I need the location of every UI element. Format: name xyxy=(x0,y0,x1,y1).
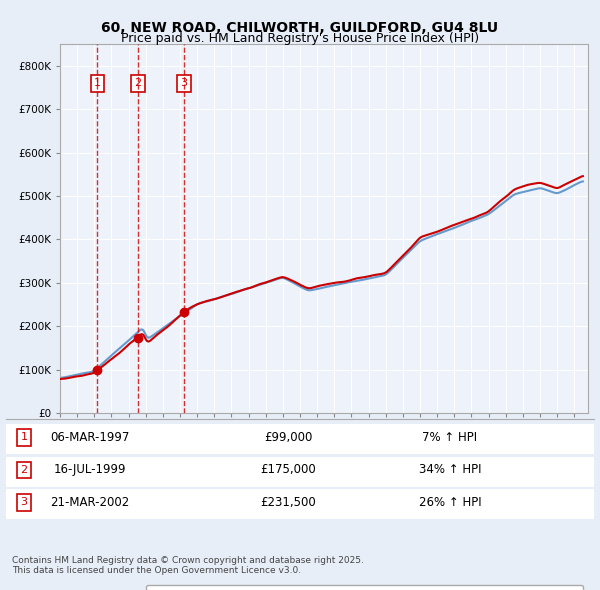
Text: 3: 3 xyxy=(180,78,187,88)
Text: 06-MAR-1997: 06-MAR-1997 xyxy=(50,431,130,444)
Text: £99,000: £99,000 xyxy=(264,431,312,444)
Text: 21-MAR-2002: 21-MAR-2002 xyxy=(50,496,130,509)
Text: 34% ↑ HPI: 34% ↑ HPI xyxy=(419,463,481,477)
Text: This data is licensed under the Open Government Licence v3.0.: This data is licensed under the Open Gov… xyxy=(12,566,301,575)
Text: 60, NEW ROAD, CHILWORTH, GUILDFORD, GU4 8LU: 60, NEW ROAD, CHILWORTH, GUILDFORD, GU4 … xyxy=(101,21,499,35)
Text: 16-JUL-1999: 16-JUL-1999 xyxy=(54,463,126,477)
Text: £231,500: £231,500 xyxy=(260,496,316,509)
Text: Contains HM Land Registry data © Crown copyright and database right 2025.: Contains HM Land Registry data © Crown c… xyxy=(12,556,364,565)
Text: 2: 2 xyxy=(20,465,28,475)
Text: 1: 1 xyxy=(94,78,101,88)
Text: £175,000: £175,000 xyxy=(260,463,316,477)
Text: 3: 3 xyxy=(20,497,28,507)
Legend: 60, NEW ROAD, CHILWORTH, GUILDFORD, GU4 8LU (semi-detached house), HPI: Average : 60, NEW ROAD, CHILWORTH, GUILDFORD, GU4 … xyxy=(146,585,583,590)
Text: 1: 1 xyxy=(20,432,28,442)
Text: 2: 2 xyxy=(134,78,142,88)
Text: 7% ↑ HPI: 7% ↑ HPI xyxy=(422,431,478,444)
Text: 26% ↑ HPI: 26% ↑ HPI xyxy=(419,496,481,509)
Text: Price paid vs. HM Land Registry's House Price Index (HPI): Price paid vs. HM Land Registry's House … xyxy=(121,32,479,45)
